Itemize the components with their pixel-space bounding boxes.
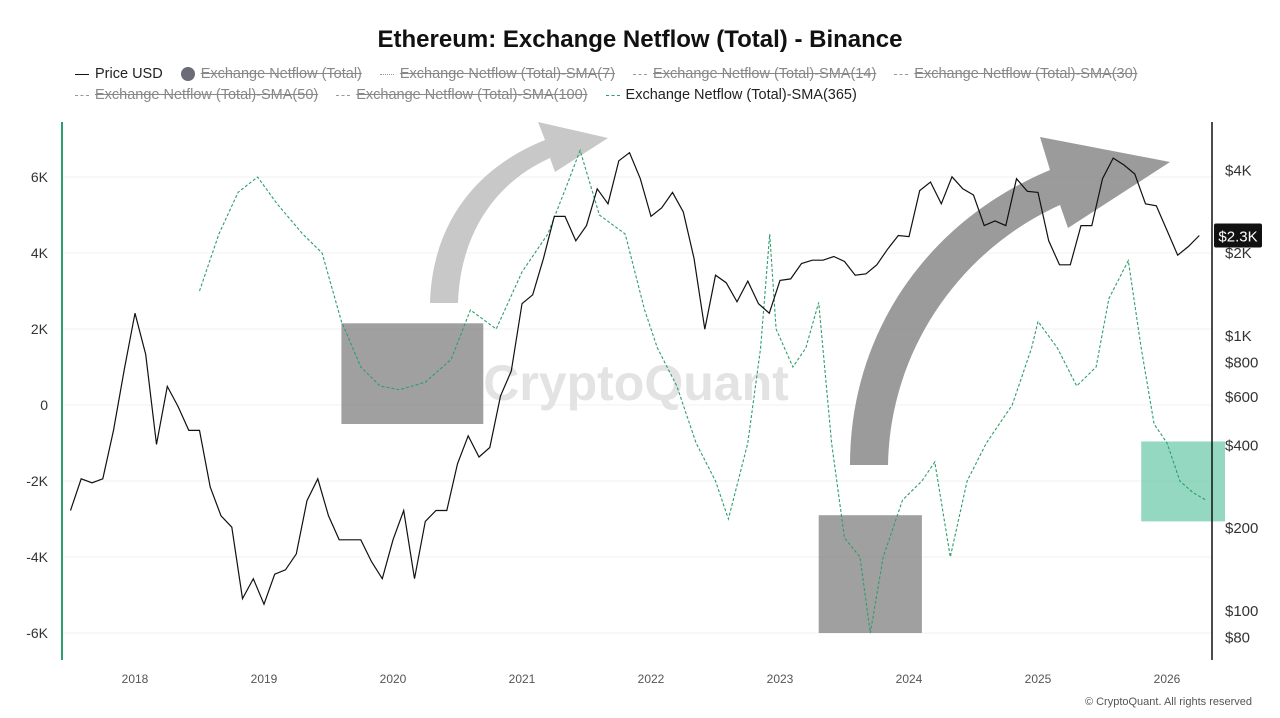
x-tick-label: 2024 — [896, 672, 923, 686]
legend-swatch-icon — [894, 73, 909, 75]
chart-title: Ethereum: Exchange Netflow (Total) - Bin… — [377, 26, 903, 53]
price-line — [69, 151, 1200, 606]
sma365-line — [198, 148, 1206, 634]
x-tick-label: 2021 — [509, 672, 536, 686]
legend-swatch-icon — [605, 94, 620, 96]
curved-arrow-icon — [430, 122, 608, 303]
current-price-badge — [1214, 223, 1262, 248]
y-right-tick-label: $100 — [1225, 603, 1258, 620]
x-tick-label: 2026 — [1154, 672, 1181, 686]
legend-swatch-icon — [633, 73, 648, 75]
x-tick-label: 2018 — [122, 672, 149, 686]
y-left-tick-label: 0 — [40, 397, 48, 413]
x-tick-label: 2025 — [1025, 672, 1052, 686]
watermark-logo: CryptoQuant — [483, 355, 789, 411]
legend-item[interactable]: Price USD — [75, 66, 163, 82]
x-tick-label: 2023 — [767, 672, 794, 686]
legend-label: Price USD — [95, 66, 163, 82]
y-left-tick-label: 2K — [31, 321, 49, 337]
curved-arrow-icon — [850, 137, 1170, 465]
highlight-box — [341, 323, 484, 424]
y-right-tick-label: $1K — [1225, 328, 1252, 345]
legend-label: Exchange Netflow (Total)-SMA(50) — [95, 87, 319, 103]
legend-item[interactable]: Exchange Netflow (Total) — [180, 66, 362, 82]
legend-item[interactable]: Exchange Netflow (Total)-SMA(365) — [605, 87, 857, 103]
legend-label: Exchange Netflow (Total)-SMA(14) — [653, 66, 877, 82]
y-right-tick-label: $800 — [1225, 355, 1258, 372]
legend-label: Exchange Netflow (Total)-SMA(7) — [399, 66, 616, 82]
legend-swatch-icon — [379, 73, 394, 75]
y-right-tick-label: $80 — [1225, 630, 1250, 647]
legend-item[interactable]: Exchange Netflow (Total)-SMA(100) — [336, 87, 588, 103]
copyright-footer: © CryptoQuant. All rights reserved — [1084, 696, 1252, 708]
legend-swatch-icon — [336, 94, 351, 96]
legend-item[interactable]: Exchange Netflow (Total)-SMA(14) — [633, 66, 876, 82]
x-tick-label: 2022 — [638, 672, 665, 686]
x-tick-label: 2020 — [380, 672, 407, 686]
legend-swatch-icon — [180, 67, 195, 82]
y-right-tick-label: $4K — [1225, 162, 1252, 179]
highlight-box — [1141, 441, 1226, 522]
y-right-tick-label: $600 — [1225, 389, 1258, 406]
y-right-tick-label: $400 — [1225, 437, 1258, 454]
legend-item[interactable]: Exchange Netflow (Total)-SMA(50) — [75, 87, 318, 103]
legend-item[interactable]: Exchange Netflow (Total)-SMA(30) — [894, 66, 1138, 82]
x-tick-label: 2019 — [251, 672, 278, 686]
legend-label: Exchange Netflow (Total) — [200, 66, 362, 82]
y-left-tick-label: -4K — [26, 549, 48, 565]
y-left-tick-label: 4K — [31, 245, 49, 261]
legend-swatch-icon — [75, 73, 89, 75]
y-left-tick-label: 6K — [31, 169, 49, 185]
y-left-tick-label: -6K — [26, 625, 48, 641]
legend-item[interactable]: Exchange Netflow (Total)-SMA(7) — [379, 66, 616, 82]
current-price-label: $2.3K — [1218, 229, 1257, 246]
y-right-tick-label: $2K — [1225, 245, 1252, 262]
legend-row-2: Exchange Netflow (Total)-SMA(50) Exchange… — [75, 87, 875, 103]
highlight-box — [818, 515, 922, 633]
y-right-tick-label: $200 — [1225, 520, 1258, 537]
legend-row-1: Price USD Exchange Netflow (Total) Exchang… — [75, 66, 1156, 82]
y-left-tick-label: -2K — [26, 473, 48, 489]
legend-label: Exchange Netflow (Total)-SMA(100) — [356, 87, 588, 103]
legend-label: Exchange Netflow (Total)-SMA(365) — [625, 87, 857, 103]
legend-label: Exchange Netflow (Total)-SMA(30) — [914, 66, 1138, 82]
legend-swatch-icon — [75, 94, 89, 96]
